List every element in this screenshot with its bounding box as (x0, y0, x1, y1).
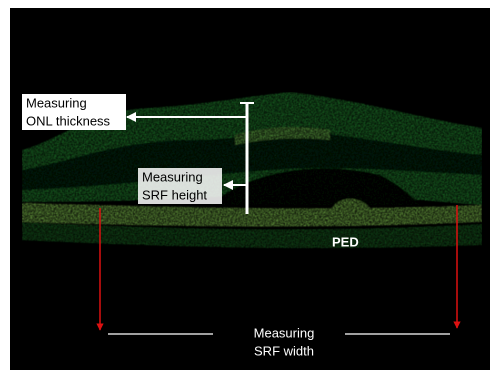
label: PED (332, 234, 359, 249)
label-box (138, 168, 222, 204)
label: Measuring (142, 169, 203, 184)
label: SRF width (254, 343, 314, 358)
label-box (22, 94, 126, 130)
label: Measuring (26, 95, 87, 110)
label: SRF height (142, 187, 207, 202)
label: ONL thickness (26, 113, 111, 128)
retina-layers (22, 92, 482, 249)
label: Measuring (254, 325, 315, 340)
